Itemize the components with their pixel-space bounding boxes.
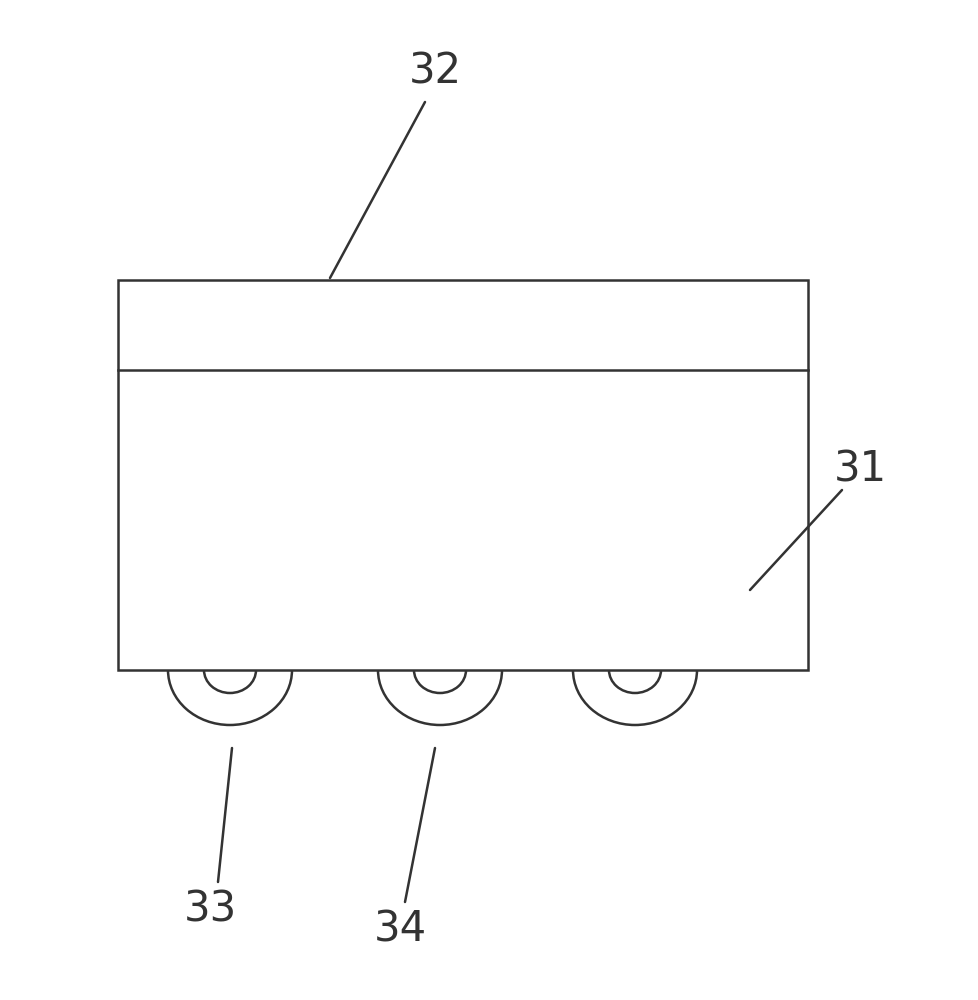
Ellipse shape — [378, 615, 502, 725]
Ellipse shape — [572, 615, 696, 725]
Text: 34: 34 — [373, 909, 426, 951]
Ellipse shape — [608, 647, 660, 693]
Text: 31: 31 — [832, 449, 886, 491]
Ellipse shape — [168, 615, 291, 725]
Ellipse shape — [203, 647, 255, 693]
Text: 32: 32 — [408, 51, 461, 93]
Bar — [118, 280, 807, 670]
Text: 33: 33 — [183, 889, 237, 931]
Ellipse shape — [414, 647, 466, 693]
